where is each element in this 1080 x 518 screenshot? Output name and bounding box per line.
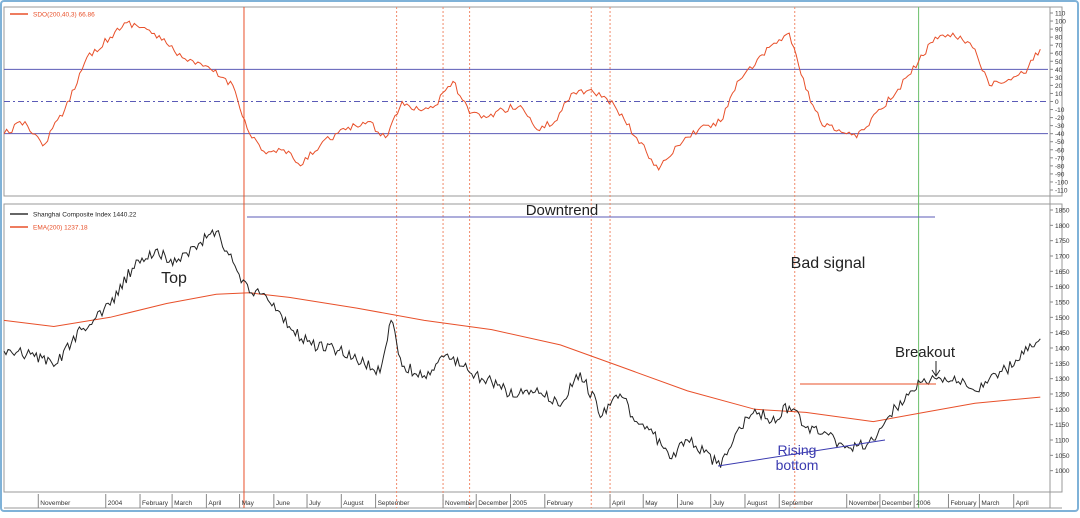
x-tick-label: 2005 — [513, 500, 528, 507]
oscillator-y-tick-label: -20 — [1055, 115, 1065, 122]
x-tick-label: March — [981, 500, 999, 507]
legends: SDO(200,40,3) 66.86 Shanghai Composite In… — [10, 12, 137, 232]
price-y-axis: 1850 1800 1750 1700 1650 1600 1550 1500 1450 1400… — [1050, 208, 1070, 475]
price-y-tick-label: 1500 — [1055, 315, 1070, 322]
rising-bottom-line — [717, 439, 886, 467]
x-tick-label: August — [343, 500, 363, 507]
oscillator-y-tick-label: 90 — [1055, 27, 1063, 34]
rising-bottom-label-line1: Rising — [778, 442, 817, 458]
price-y-tick-label: 1000 — [1055, 468, 1070, 475]
x-tick-label: November — [849, 500, 880, 507]
signal-lines — [243, 7, 920, 508]
x-tick-label: July — [309, 500, 321, 507]
price-y-tick-label: 1100 — [1055, 438, 1069, 445]
oscillator-y-tick-label: 60 — [1055, 51, 1063, 58]
price-y-tick-label: 1150 — [1055, 422, 1069, 429]
oscillator-y-tick-label: -90 — [1055, 171, 1065, 178]
x-tick-label: July — [713, 500, 725, 507]
oscillator-y-tick-label: 20 — [1055, 83, 1063, 90]
price-y-tick-label: 1300 — [1055, 376, 1070, 383]
oscillator-y-tick-label: 70 — [1055, 43, 1063, 50]
oscillator-y-tick-label: 80 — [1055, 35, 1063, 42]
legend-label: EMA(200) 1237.18 — [33, 225, 88, 232]
price-y-tick-label: 1700 — [1055, 254, 1070, 261]
x-tick-label: September — [781, 500, 814, 507]
price-y-tick-label: 1750 — [1055, 238, 1070, 245]
x-tick-label: May — [242, 500, 255, 507]
x-tick-label: August — [747, 500, 767, 507]
oscillator-y-tick-label: -40 — [1055, 131, 1065, 138]
oscillator-series — [3, 20, 1041, 171]
oscillator-y-tick-label: -50 — [1055, 139, 1065, 146]
x-tick-label: April — [1016, 500, 1030, 507]
price-y-tick-label: 1600 — [1055, 284, 1070, 291]
oscillator-y-tick-label: 100 — [1055, 19, 1066, 26]
oscillator-y-tick-label: 110 — [1055, 11, 1066, 18]
breakout-label: Breakout — [895, 344, 956, 361]
price-y-tick-label: 1400 — [1055, 346, 1070, 353]
oscillator-y-tick-label: 30 — [1055, 75, 1063, 82]
index-line — [3, 228, 1041, 468]
x-tick-label: April — [612, 500, 626, 507]
oscillator-line — [3, 20, 1041, 171]
x-tick-label: June — [680, 500, 694, 507]
bad-signal-label: Bad signal — [791, 255, 866, 272]
x-tick-label: February — [547, 500, 574, 507]
oscillator-y-tick-label: 10 — [1055, 91, 1063, 98]
x-tick-label: March — [174, 500, 192, 507]
price-y-tick-label: 1050 — [1055, 453, 1070, 460]
x-tick-label: November — [40, 500, 71, 507]
oscillator-y-tick-label: -100 — [1055, 179, 1068, 186]
price-y-tick-label: 1550 — [1055, 300, 1070, 307]
oscillator-y-tick-label: -110 — [1055, 188, 1068, 195]
oscillator-y-tick-label: -80 — [1055, 163, 1065, 170]
downtrend-label: Downtrend — [526, 202, 599, 219]
x-tick-label: 2004 — [108, 500, 123, 507]
legend-label: SDO(200,40,3) 66.86 — [33, 12, 95, 19]
oscillator-y-tick-label: 50 — [1055, 59, 1063, 66]
oscillator-y-tick-label: -60 — [1055, 147, 1065, 154]
price-y-tick-label: 1350 — [1055, 361, 1070, 368]
oscillator-y-tick-label: -30 — [1055, 123, 1065, 130]
oscillator-y-tick-label: 40 — [1055, 67, 1063, 74]
x-tick-label: May — [645, 500, 658, 507]
price-y-tick-label: 1250 — [1055, 392, 1070, 399]
x-tick-label: February — [142, 500, 169, 507]
x-tick-label: November — [445, 500, 476, 507]
breakout-arrow — [931, 361, 941, 377]
price-y-tick-label: 1800 — [1055, 223, 1070, 230]
price-y-tick-label: 1200 — [1055, 407, 1070, 414]
x-tick-label: February — [950, 500, 977, 507]
top-label: Top — [161, 270, 187, 287]
x-tick-label: April — [208, 500, 222, 507]
x-tick-label: September — [378, 500, 411, 507]
x-tick-label: December — [478, 500, 509, 507]
x-axis: November 2004 February March April May June Jul… — [37, 494, 1030, 508]
rising-bottom-label-line2: bottom — [776, 457, 819, 473]
oscillator-reference-lines — [4, 68, 1048, 135]
legend-label: Shanghai Composite Index 1440.22 — [33, 212, 137, 219]
x-tick-label: June — [276, 500, 290, 507]
ema-line — [3, 292, 1041, 423]
price-y-tick-label: 1850 — [1055, 208, 1070, 215]
oscillator-y-axis: 1101009080706050403020100-10-20-30-40-50… — [1050, 11, 1068, 195]
price-y-tick-label: 1450 — [1055, 330, 1070, 337]
price-y-tick-label: 1650 — [1055, 269, 1070, 276]
oscillator-y-tick-label: -70 — [1055, 155, 1065, 162]
oscillator-y-tick-label: 0 — [1055, 99, 1059, 106]
x-tick-label: December — [882, 500, 913, 507]
x-tick-label: 2006 — [916, 500, 931, 507]
price-panel — [3, 203, 1063, 493]
price-series — [3, 228, 1041, 468]
oscillator-y-tick-label: -10 — [1055, 107, 1065, 114]
